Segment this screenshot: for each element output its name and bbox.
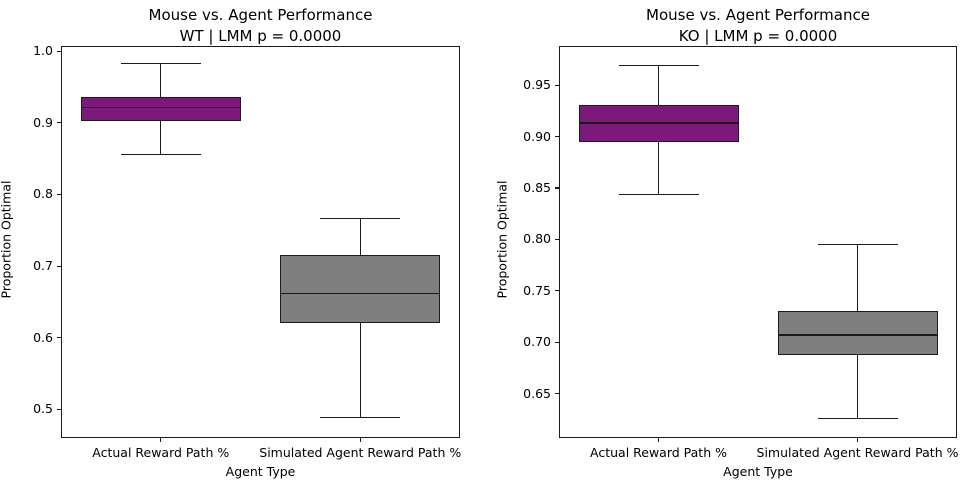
- y-tick-mark: [57, 193, 61, 195]
- plot-ko-title-line2: KO | LMM p = 0.0000: [678, 27, 838, 45]
- whisker-lower-cap: [320, 416, 401, 418]
- whisker-lower-line: [856, 354, 859, 419]
- plot-ko-title: Mouse vs. Agent Performance KO | LMM p =…: [646, 5, 870, 47]
- y-tick-mark: [555, 290, 559, 292]
- x-tick-label: Simulated Agent Reward Path %: [756, 445, 959, 460]
- whisker-lower-cap: [120, 153, 201, 155]
- whisker-upper-line: [657, 65, 660, 105]
- y-tick-label: 0.85: [523, 179, 551, 195]
- whisker-lower-line: [160, 120, 162, 155]
- y-tick-label: 0.90: [523, 128, 551, 144]
- box-rect: [280, 254, 441, 323]
- median-line: [777, 334, 938, 336]
- y-tick-mark: [555, 341, 559, 343]
- plot-ko-x-axis-label: Agent Type: [723, 464, 793, 479]
- x-tick-label: Actual Reward Path %: [92, 445, 230, 460]
- whisker-upper-line: [856, 244, 859, 312]
- y-tick-label: 0.65: [523, 385, 551, 401]
- whisker-upper-cap: [817, 244, 898, 246]
- y-tick-label: 0.7: [33, 258, 53, 273]
- plot-wt-axes-frame: [61, 46, 460, 438]
- y-tick-label: 0.9: [33, 114, 53, 130]
- y-tick-mark: [555, 393, 559, 395]
- x-tick-label: Simulated Agent Reward Path %: [259, 445, 462, 460]
- plot-ko-title-line1: Mouse vs. Agent Performance: [646, 6, 870, 24]
- whisker-lower-cap: [817, 417, 898, 419]
- y-tick-label: 1.0: [33, 43, 53, 59]
- x-tick-label: Actual Reward Path %: [590, 445, 727, 460]
- y-tick-mark: [57, 122, 61, 124]
- y-tick-mark: [57, 265, 61, 267]
- whisker-lower-line: [359, 322, 361, 418]
- y-tick-mark: [555, 187, 559, 189]
- y-tick-mark: [555, 136, 559, 138]
- plot-ko-axes-frame: [559, 46, 957, 438]
- y-tick-label: 0.80: [523, 231, 551, 247]
- whisker-upper-cap: [618, 64, 699, 67]
- plot-wt-title: Mouse vs. Agent Performance WT | LMM p =…: [149, 5, 373, 47]
- y-tick-mark: [57, 408, 61, 410]
- x-tick-mark: [160, 438, 162, 442]
- y-tick-mark: [555, 238, 559, 241]
- y-tick-mark: [57, 50, 61, 52]
- x-tick-mark: [658, 438, 660, 442]
- plot-wt-x-axis-label: Agent Type: [225, 464, 296, 479]
- x-tick-mark: [857, 438, 859, 442]
- plot-wt-title-line2: WT | LMM p = 0.0000: [179, 27, 342, 45]
- y-tick-mark: [57, 337, 61, 339]
- y-tick-label: 0.70: [523, 334, 551, 350]
- y-tick-label: 0.75: [523, 282, 551, 298]
- whisker-upper-line: [359, 218, 361, 255]
- median-line: [80, 106, 241, 109]
- plot-wt-title-line1: Mouse vs. Agent Performance: [148, 6, 373, 24]
- whisker-upper-line: [160, 63, 162, 97]
- whisker-lower-cap: [618, 193, 699, 195]
- y-tick-label: 0.95: [523, 77, 551, 93]
- median-line: [578, 122, 739, 124]
- x-tick-mark: [359, 438, 361, 442]
- box-rect: [777, 311, 938, 355]
- y-tick-label: 0.5: [33, 401, 53, 417]
- box-rect: [80, 96, 241, 121]
- median-line: [280, 292, 441, 294]
- whisker-upper-cap: [320, 218, 401, 220]
- y-tick-mark: [555, 84, 559, 86]
- whisker-upper-cap: [120, 62, 201, 64]
- y-tick-label: 0.8: [33, 186, 53, 202]
- y-tick-label: 0.6: [33, 329, 53, 345]
- whisker-lower-line: [657, 141, 660, 195]
